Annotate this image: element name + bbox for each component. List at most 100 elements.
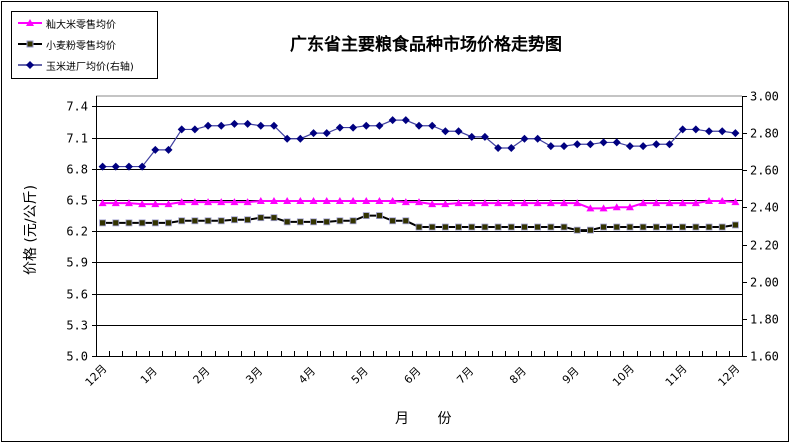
diamond-marker: [98, 162, 107, 171]
diamond-marker: [665, 140, 674, 149]
triangle-marker: [124, 199, 133, 207]
triangle-marker: [731, 198, 740, 206]
x-tick-label: 2月: [191, 365, 213, 387]
triangle-marker: [665, 199, 674, 207]
diamond-marker: [533, 134, 542, 143]
triangle-marker: [454, 199, 463, 207]
x-tick-label: 1月: [138, 365, 160, 387]
legend-label: 籼大米零售均价: [46, 19, 116, 31]
diamond-marker: [217, 121, 226, 130]
square-marker: [718, 223, 726, 231]
triangle-marker: [230, 198, 239, 206]
triangle-marker: [625, 203, 634, 211]
diamond-marker: [111, 162, 120, 171]
square-marker: [652, 223, 660, 231]
diamond-marker: [375, 121, 384, 130]
diamond-marker: [441, 127, 450, 136]
legend-label: 小麦粉零售均价: [46, 40, 116, 52]
diamond-marker: [362, 121, 371, 130]
triangle-marker: [362, 197, 371, 205]
diamond-marker: [652, 140, 661, 149]
triangle-marker: [639, 199, 648, 207]
square-marker: [310, 218, 317, 226]
square-marker: [494, 223, 502, 231]
diamond-marker: [256, 121, 265, 130]
x-tick-label: 6月: [402, 365, 424, 387]
diamond-marker: [546, 142, 555, 151]
square-marker: [481, 223, 489, 231]
diamond-marker: [625, 142, 634, 151]
square-marker: [204, 217, 212, 225]
square-marker-icon: [18, 40, 42, 48]
triangle-marker: [296, 197, 305, 205]
legend-item-corn: 玉米进厂均价(右轴): [18, 56, 134, 74]
diamond-marker: [428, 121, 437, 130]
square-marker: [191, 217, 199, 225]
square-marker: [586, 226, 594, 234]
y-right-tick-label: 2.40: [750, 201, 779, 215]
diamond-marker: [560, 142, 569, 151]
square-marker: [415, 223, 423, 231]
legend-label: 玉米进厂均价(右轴): [46, 61, 134, 73]
square-marker: [283, 218, 291, 226]
square-marker: [231, 216, 238, 224]
triangle-marker: [428, 200, 437, 208]
legend: 籼大米零售均价 小麦粉零售均价 玉米进厂均价(右轴): [11, 11, 158, 79]
square-marker: [639, 223, 647, 231]
square-marker: [507, 223, 515, 231]
triangle-marker: [151, 200, 160, 208]
diamond-marker: [599, 138, 608, 147]
y-tick-label: 5.0: [66, 350, 88, 364]
square-marker: [257, 214, 265, 222]
triangle-marker: [177, 198, 186, 206]
square-marker: [679, 223, 687, 231]
x-tick-label: 3月: [243, 365, 265, 387]
square-marker: [138, 219, 146, 227]
diamond-marker: [322, 129, 331, 138]
diamond-marker: [190, 125, 199, 134]
square-marker: [125, 219, 133, 227]
square-marker: [428, 223, 436, 231]
diamond-marker: [269, 121, 278, 130]
x-tick-label: 5月: [349, 365, 371, 387]
triangle-marker: [520, 199, 529, 207]
diamond-marker: [230, 119, 239, 128]
triangle-marker: [415, 198, 423, 206]
square-marker: [732, 221, 739, 229]
square-marker: [323, 218, 331, 226]
x-tick-label: 10月: [610, 362, 637, 389]
square-marker: [165, 219, 172, 227]
triangle-marker: [98, 199, 107, 207]
square-marker: [560, 223, 568, 231]
diamond-marker: [467, 132, 476, 141]
diamond-marker: [678, 125, 687, 134]
triangle-marker: [111, 199, 120, 207]
triangle-marker: [388, 197, 397, 205]
triangle-marker: [599, 204, 608, 212]
y-right-tick-label: 2.20: [750, 239, 779, 253]
y-tick-label: 6.5: [66, 194, 88, 208]
diamond-marker: [335, 123, 344, 132]
diamond-marker: [639, 142, 648, 151]
square-marker: [244, 216, 252, 224]
diamond-marker-icon: [18, 61, 42, 69]
triangle-marker: [309, 197, 318, 205]
y-right-tick-label: 2.60: [750, 164, 779, 178]
diamond-marker: [586, 140, 595, 149]
square-marker: [441, 223, 449, 231]
triangle-marker: [494, 199, 503, 207]
y-right-tick-label: 1.80: [750, 313, 779, 327]
triangle-marker: [573, 199, 582, 207]
y-tick-label: 7.1: [66, 132, 88, 146]
diamond-marker: [138, 162, 147, 171]
square-marker: [389, 217, 397, 225]
triangle-marker: [335, 197, 344, 205]
triangle-marker: [652, 199, 661, 207]
y-tick-label: 6.8: [66, 163, 88, 177]
diamond-marker: [296, 134, 305, 143]
x-tick-label: 8月: [507, 365, 529, 387]
triangle-marker: [586, 204, 595, 212]
triangle-marker: [401, 198, 410, 206]
square-marker: [178, 217, 186, 225]
square-marker: [99, 219, 106, 227]
